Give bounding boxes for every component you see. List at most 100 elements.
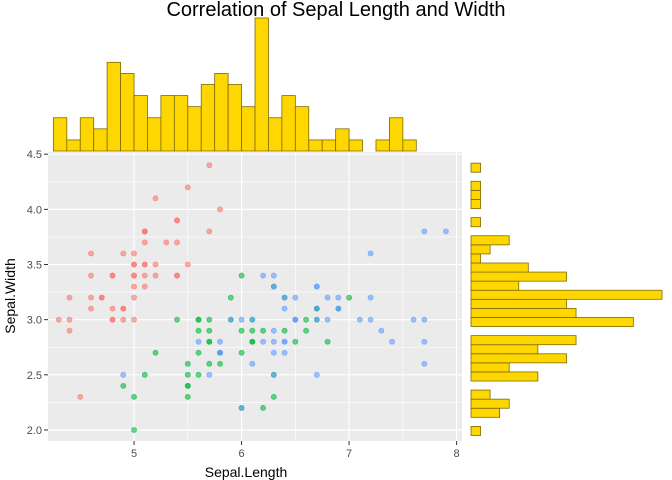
histogram-bar: [470, 407, 501, 418]
histogram-bar: [133, 95, 148, 152]
data-point: [249, 338, 256, 345]
data-point: [260, 338, 266, 345]
histogram-bar: [187, 106, 202, 152]
data-point: [335, 294, 342, 301]
histogram-bar: [470, 335, 577, 346]
data-point: [120, 305, 127, 312]
histogram-bar: [227, 84, 242, 152]
data-point: [217, 338, 223, 345]
histogram-bar: [470, 262, 529, 273]
data-point: [141, 371, 148, 378]
x-tick-label: 5: [131, 448, 137, 460]
data-point: [238, 405, 245, 411]
histogram-bar: [200, 84, 216, 152]
data-point: [356, 316, 363, 323]
data-point: [303, 327, 309, 334]
data-point: [206, 327, 213, 334]
data-point: [421, 228, 428, 235]
data-point: [421, 360, 428, 367]
data-point: [152, 272, 159, 279]
data-point: [217, 360, 223, 367]
data-point: [217, 206, 223, 213]
data-point: [174, 316, 180, 323]
histogram-bar: [93, 128, 108, 152]
histogram-bar: [470, 362, 510, 373]
y-marginal-histogram: [470, 162, 663, 436]
data-point: [66, 294, 73, 301]
data-point: [195, 371, 202, 378]
data-point: [238, 349, 245, 356]
plot-panel: [48, 152, 462, 441]
data-point: [141, 283, 148, 290]
data-point: [141, 239, 148, 246]
data-point: [55, 316, 62, 323]
histogram-bar: [321, 139, 337, 152]
data-point: [281, 349, 288, 356]
data-point: [131, 261, 137, 268]
data-point: [313, 371, 320, 378]
y-axis-ticks: 2.0 2.5 3.0 3.5 4.0 4.5: [27, 149, 48, 437]
data-point: [184, 184, 191, 191]
histogram-bar: [106, 61, 121, 152]
histogram-bar: [470, 353, 567, 364]
data-point: [324, 294, 331, 301]
histogram-bar: [470, 371, 539, 382]
histogram-bar: [470, 244, 491, 255]
data-point: [120, 382, 127, 389]
data-point: [88, 272, 94, 279]
data-point: [249, 360, 256, 367]
histogram-bar: [470, 271, 567, 282]
data-point: [184, 371, 191, 378]
histogram-bar: [375, 139, 390, 152]
data-point: [335, 305, 342, 312]
data-point: [152, 349, 159, 356]
y-tick-label: 4.0: [27, 204, 42, 216]
histogram-bar: [470, 199, 481, 209]
data-point: [303, 316, 309, 323]
histogram-bar: [389, 117, 404, 152]
data-point: [66, 327, 73, 334]
data-point: [367, 316, 374, 323]
data-point: [260, 405, 266, 411]
data-point: [217, 349, 223, 356]
data-point: [367, 294, 374, 301]
data-point: [174, 272, 180, 279]
data-point: [249, 327, 256, 334]
histogram-bar: [241, 106, 256, 152]
histogram-bar: [120, 73, 135, 152]
data-point: [195, 349, 202, 356]
data-point: [270, 327, 277, 334]
data-point: [313, 316, 320, 323]
data-point: [281, 327, 288, 334]
histogram-bar: [173, 95, 189, 152]
data-point: [292, 338, 299, 345]
data-point: [206, 228, 213, 235]
data-point: [184, 360, 191, 367]
histogram-bar: [160, 95, 175, 152]
data-point: [270, 338, 277, 345]
data-point: [421, 316, 428, 323]
x-tick-label: 8: [454, 448, 460, 460]
x-axis-label: Sepal.Length: [205, 464, 288, 480]
data-point: [152, 195, 159, 202]
data-point: [281, 305, 288, 312]
grid-lines: [48, 152, 462, 441]
data-point: [270, 283, 277, 290]
histogram-bar: [470, 189, 481, 200]
data-point: [410, 316, 417, 323]
y-tick-label: 3.0: [27, 315, 42, 327]
histogram-bar: [335, 128, 350, 152]
data-point: [421, 338, 428, 345]
data-point: [174, 217, 180, 224]
histogram-bar: [79, 117, 95, 152]
data-point: [292, 316, 299, 323]
data-point: [141, 272, 148, 279]
data-point: [184, 261, 191, 268]
data-point: [238, 316, 245, 323]
data-point: [184, 393, 191, 400]
data-point: [313, 283, 320, 290]
histogram-bar: [470, 280, 520, 291]
data-point: [131, 393, 137, 400]
data-point: [141, 261, 148, 268]
